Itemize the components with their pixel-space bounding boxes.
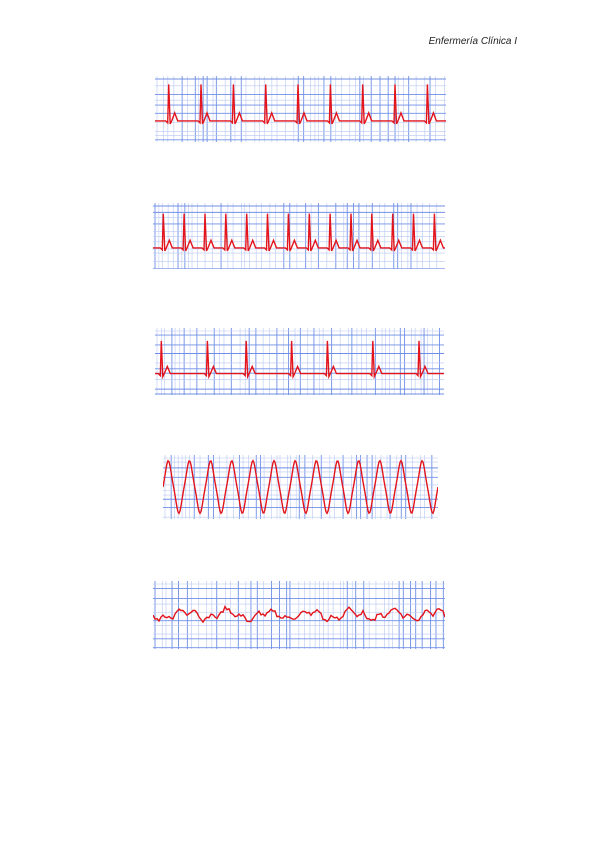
ecg-strip-3-graph xyxy=(155,328,444,395)
ecg-strip-5 xyxy=(153,581,445,649)
ecg-grid xyxy=(155,328,444,395)
ecg-trace xyxy=(153,605,445,624)
page-header-title: Enfermería Clínica I xyxy=(428,36,517,47)
ecg-trace xyxy=(155,340,444,380)
ecg-trace xyxy=(163,459,438,515)
ecg-strip-2 xyxy=(153,203,445,269)
ecg-grid xyxy=(155,76,446,142)
ecg-trace xyxy=(155,84,446,125)
ecg-strip-4-graph xyxy=(163,455,438,519)
ecg-strip-3 xyxy=(155,328,444,395)
ecg-strip-4 xyxy=(163,455,438,519)
ecg-strip-1 xyxy=(155,76,446,142)
ecg-grid xyxy=(153,581,445,649)
ecg-strip-2-graph xyxy=(153,203,445,269)
ecg-trace xyxy=(153,213,445,252)
ecg-strip-1-graph xyxy=(155,76,446,142)
ecg-strip-5-graph xyxy=(153,581,445,649)
ecg-grid xyxy=(153,203,445,269)
